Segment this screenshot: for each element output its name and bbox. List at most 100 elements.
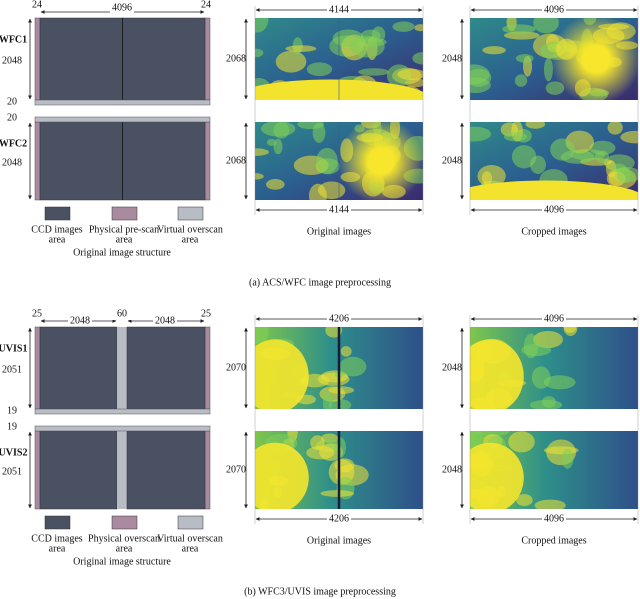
texture [620, 130, 638, 144]
label: 2051 [2, 466, 22, 477]
label: 20 [7, 112, 17, 123]
label: 2048 [2, 157, 22, 168]
label: 2048 [442, 53, 462, 64]
image-content [470, 327, 638, 409]
overscan-strip [34, 408, 211, 415]
label: 2070 [226, 362, 246, 373]
image [470, 122, 638, 200]
label: CCD images [31, 533, 82, 544]
prescan-strip [34, 17, 41, 101]
feature [255, 79, 423, 100]
texture [530, 155, 546, 174]
legend-swatch [177, 206, 204, 221]
texture [412, 52, 423, 65]
texture [261, 122, 296, 137]
image-content [470, 18, 638, 100]
label: 2070 [226, 464, 246, 475]
prescan-strip [204, 430, 211, 510]
label-bg [542, 4, 566, 16]
label: 25 [32, 308, 42, 319]
label: area [49, 234, 66, 245]
texture [255, 48, 264, 58]
texture [529, 399, 563, 409]
label-bg [327, 204, 351, 216]
texture [322, 393, 332, 409]
label: 4096 [544, 313, 564, 324]
prescan-strip [34, 121, 41, 201]
label-bg [327, 4, 351, 16]
feature [470, 180, 638, 200]
texture [482, 46, 506, 55]
overscan-strip [34, 116, 211, 123]
texture [266, 138, 277, 146]
image [255, 18, 423, 100]
image [255, 431, 423, 509]
label: 24 [32, 0, 42, 10]
label: 2048 [70, 315, 90, 326]
label: Physical overscan [88, 533, 160, 544]
ccd-area [39, 430, 118, 510]
label: area [182, 234, 199, 245]
texture [340, 346, 352, 357]
texture [358, 68, 390, 76]
label: Physical pre-scan [89, 224, 159, 235]
texture [521, 343, 552, 357]
label: 2068 [226, 53, 246, 64]
texture [255, 327, 269, 344]
label: 2048 [442, 155, 462, 166]
label-bg [110, 2, 134, 14]
texture [543, 375, 576, 390]
texture [563, 327, 578, 337]
texture [508, 431, 535, 453]
image-content [255, 18, 423, 100]
texture [339, 356, 367, 377]
texture [516, 494, 533, 507]
prescan-strip [204, 121, 211, 201]
label: Original images [307, 226, 371, 237]
image [255, 327, 423, 409]
texture [255, 148, 269, 156]
label: (a) ACS/WFC image preprocessing [249, 277, 391, 288]
texture [515, 53, 534, 63]
image [470, 431, 638, 509]
texture [616, 167, 632, 184]
label: 25 [201, 308, 211, 319]
texture [397, 68, 423, 81]
label-bg [327, 313, 351, 325]
ccd-area [39, 326, 118, 410]
label-bg [110, 308, 134, 320]
label: area [116, 543, 133, 554]
label: 2048 [442, 464, 462, 475]
label: 2068 [226, 155, 246, 166]
legend-swatch [111, 206, 138, 221]
label: 4206 [329, 313, 349, 324]
texture [503, 132, 528, 142]
texture [297, 122, 325, 130]
texture [414, 24, 423, 32]
texture [525, 122, 546, 129]
prescan-strip [34, 326, 41, 410]
texture [502, 24, 536, 34]
image-content [255, 122, 423, 200]
feature [470, 442, 524, 509]
label-bg [68, 315, 92, 327]
texture [589, 140, 616, 156]
image [255, 122, 423, 200]
label: (b) WFC3/UVIS image preprocessing [244, 586, 396, 597]
texture [255, 173, 264, 180]
feature [255, 339, 309, 409]
label: 19 [7, 405, 17, 416]
label: Original image structure [73, 556, 171, 567]
label-bg [153, 315, 177, 327]
texture [533, 18, 559, 34]
overscan-gap [117, 431, 127, 509]
label: 2051 [2, 364, 22, 375]
texture [533, 331, 563, 349]
image-content [255, 431, 423, 509]
label: area [182, 543, 199, 554]
texture [275, 50, 307, 73]
label: CCD images [31, 224, 82, 235]
image [470, 327, 638, 409]
label: UVIS2 [0, 447, 27, 458]
